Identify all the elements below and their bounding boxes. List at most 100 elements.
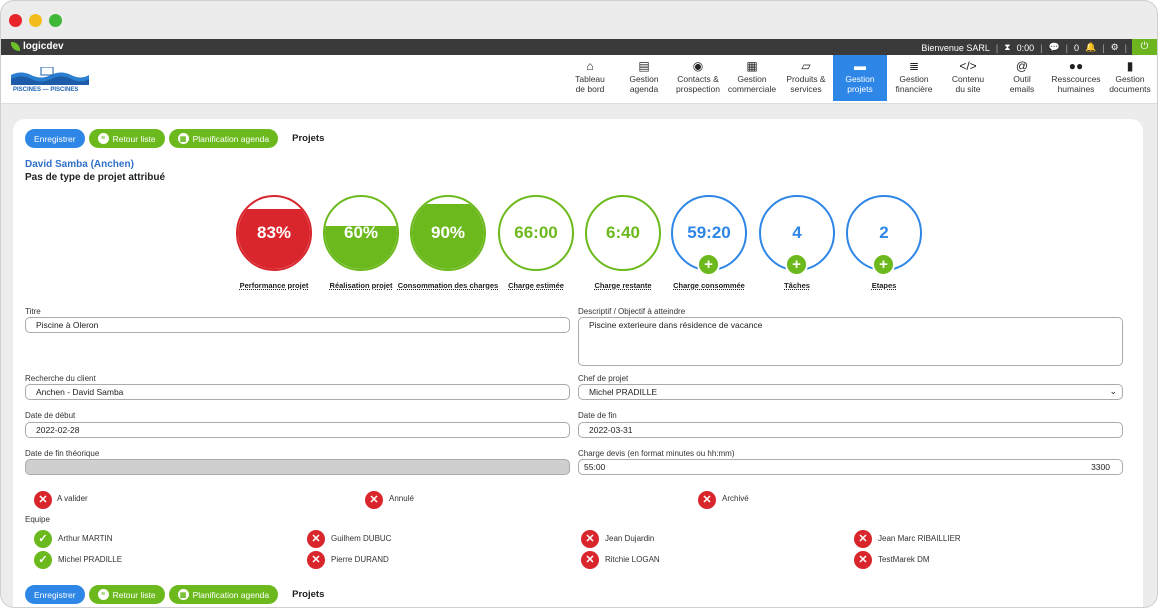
nav-item-emails[interactable]: @ Outil emails — [995, 55, 1049, 101]
nav-label-line1: Contenu — [951, 74, 985, 84]
team-label: Equipe — [25, 515, 50, 524]
welcome-text: Bienvenue SARL — [921, 42, 990, 53]
nav-icon: ⌂ — [586, 59, 594, 73]
kpi-value: 6:40 — [605, 223, 641, 242]
archived-status-toggle[interactable]: ✕ — [698, 491, 716, 509]
quote-charge-value: 55:00 — [584, 462, 606, 472]
description-textarea[interactable]: Piscine exterieure dans résidence de vac… — [578, 317, 1123, 366]
archived-status-label: Archivé — [722, 494, 749, 503]
nav-label-line2: projets — [847, 83, 873, 94]
planning-button[interactable]: ▦ Planification agenda — [168, 129, 279, 148]
start-date-input[interactable]: 2022-02-28 — [25, 422, 570, 438]
project-manager-value: Michel PRADILLE — [589, 387, 658, 397]
quote-charge-input[interactable]: 55:00 3300 — [578, 459, 1123, 475]
kpi-label: Charge consommée — [673, 281, 745, 290]
validate-status-toggle[interactable]: ✕ — [34, 491, 52, 509]
save-button[interactable]: Enregistrer — [25, 129, 85, 148]
client-search-label: Recherche du client — [25, 374, 96, 383]
add-plus-icon[interactable]: + — [697, 253, 720, 276]
nav-label-line2: du site — [955, 83, 981, 94]
nav-icon: ●● — [1068, 59, 1084, 73]
main-navbar: PISCINES — PISCINES ⌂ Tableau de bord ▤ Gest… — [1, 55, 1157, 104]
member-unselected-x-icon[interactable]: ✕ — [854, 551, 872, 569]
nav-icon: ▤ — [638, 59, 650, 73]
nav-item-projets[interactable]: ▬ Gestion projets — [833, 55, 887, 101]
section-title: Projets — [292, 133, 325, 144]
project-manager-select[interactable]: Michel PRADILLE ⌄ — [578, 384, 1123, 400]
nav-label-line2: financière — [895, 83, 933, 94]
settings-icon[interactable]: ⚙ — [1110, 42, 1119, 52]
add-plus-icon[interactable]: + — [872, 253, 895, 276]
cancelled-status-toggle[interactable]: ✕ — [365, 491, 383, 509]
member-unselected-x-icon[interactable]: ✕ — [854, 530, 872, 548]
kpi-circle: 83% — [236, 195, 312, 271]
nav-item-financière[interactable]: ≣ Gestion financière — [887, 55, 941, 101]
validate-status-label: A valider — [57, 494, 88, 503]
back-to-list-button-bottom[interactable]: ≡ Retour liste — [88, 585, 165, 604]
brand-label: PISCINES — PISCINES — [13, 87, 79, 93]
kpi-value: 59:20 — [687, 223, 731, 242]
kpi-fill — [325, 225, 397, 269]
back-to-list-button[interactable]: ≡ Retour liste — [88, 129, 165, 148]
bottom-action-bar: Enregistrer ≡ Retour liste ▦ Planificati… — [25, 585, 324, 604]
nav-item-prospection[interactable]: ◉ Contacts & prospection — [671, 55, 725, 101]
nav-item-du-site[interactable]: </> Contenu du site — [941, 55, 995, 101]
nav-label-line2: documents — [1109, 83, 1151, 94]
planning-button-bottom[interactable]: ▦ Planification agenda — [168, 585, 279, 604]
member-unselected-x-icon[interactable]: ✕ — [307, 551, 325, 569]
logicdev-logo[interactable]: logicdev — [11, 41, 64, 52]
close-window-dot[interactable] — [9, 14, 22, 27]
project-card: Enregistrer ≡ Retour liste ▦ Planificati… — [13, 119, 1143, 607]
chevron-down-icon: ⌄ — [1109, 386, 1117, 396]
nav-label-line1: Gestion — [629, 74, 659, 84]
nav-item-services[interactable]: ▱ Produits & services — [779, 55, 833, 101]
kpi-label: Consommation des charges — [397, 281, 499, 290]
member-unselected-x-icon[interactable]: ✕ — [581, 530, 599, 548]
member-unselected-x-icon[interactable]: ✕ — [307, 530, 325, 548]
member-unselected-x-icon[interactable]: ✕ — [581, 551, 599, 569]
kpi-label: Charge restante — [594, 281, 652, 290]
member-selected-check-icon[interactable]: ✓ — [34, 551, 52, 569]
theoretical-end-date-input — [25, 459, 570, 475]
nav-icon: ◉ — [692, 59, 704, 73]
minimize-window-dot[interactable] — [29, 14, 42, 27]
notification-count: 0 — [1074, 42, 1080, 53]
add-plus-icon[interactable]: + — [785, 253, 808, 276]
window-controls — [9, 14, 62, 27]
nav-item-de-bord[interactable]: ⌂ Tableau de bord — [563, 55, 617, 101]
nav-label-line2: emails — [1009, 83, 1035, 94]
nav-item-documents[interactable]: ▮ Gestion documents — [1103, 55, 1157, 101]
company-logo[interactable]: PISCINES — PISCINES — [11, 63, 89, 95]
team-member-name: Jean Marc RIBAILLIER — [878, 534, 961, 543]
maximize-window-dot[interactable] — [49, 14, 62, 27]
nav-label-line1: Contacts & — [677, 74, 719, 84]
nav-icon: </> — [959, 59, 977, 73]
timer-text[interactable]: 0:00 — [1016, 42, 1035, 53]
nav-icon: ≣ — [908, 59, 920, 73]
client-search-input[interactable]: Anchen - David Samba — [25, 384, 570, 400]
kpi-label: Performance projet — [239, 281, 309, 290]
power-icon[interactable]: ⏻ — [1132, 39, 1157, 55]
kpi-fill — [412, 204, 484, 269]
hourglass-icon: ⧗ — [1004, 42, 1011, 52]
kpi-value: 66:00 — [514, 223, 558, 242]
nav-item-commerciale[interactable]: ▦ Gestion commerciale — [725, 55, 779, 101]
back-to-list-label: Retour liste — [112, 589, 156, 600]
member-selected-check-icon[interactable]: ✓ — [34, 530, 52, 548]
project-manager-label: Chef de projet — [578, 374, 629, 383]
kpi-circle: 6:40 — [585, 195, 661, 271]
title-input[interactable]: Piscine à Oleron — [25, 317, 570, 333]
nav-label-line2: agenda — [629, 83, 659, 94]
nav-item-humaines[interactable]: ●● Resscources humaines — [1049, 55, 1103, 101]
kpi-value: 90% — [430, 223, 466, 242]
kpi-circle: 60% — [323, 195, 399, 271]
top-bar: logicdev Bienvenue SARL | ⧗ 0:00 | 💬 | 0… — [1, 39, 1157, 55]
save-button-bottom[interactable]: Enregistrer — [25, 585, 85, 604]
theoretical-end-date-label: Date de fin théorique — [25, 449, 100, 458]
nav-label-line2: services — [790, 83, 822, 94]
nav-item-agenda[interactable]: ▤ Gestion agenda — [617, 55, 671, 101]
bell-icon[interactable]: 🔔 — [1085, 42, 1097, 52]
end-date-input[interactable]: 2022-03-31 — [578, 422, 1123, 438]
chat-icon[interactable]: 💬 — [1048, 42, 1060, 52]
